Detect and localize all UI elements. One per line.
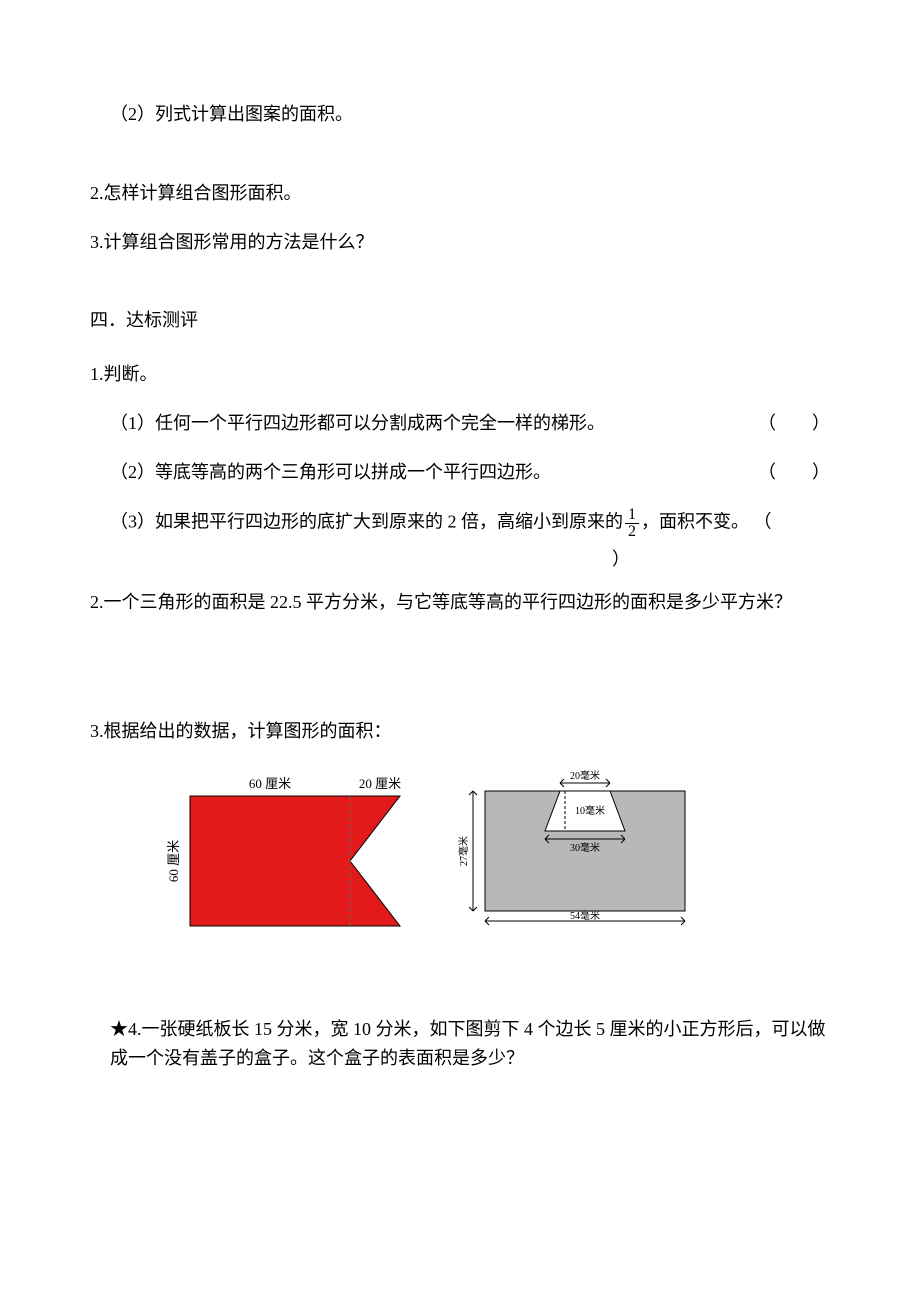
question-2-text: 2.一个三角形的面积是 22.5 平方分米，与它等底等高的平行四边形的面积是多少… bbox=[90, 592, 792, 612]
item-3-text: 3.计算组合图形常用的方法是什么？ bbox=[90, 232, 374, 252]
spacer bbox=[90, 149, 830, 179]
section-4-title-text: 四．达标测评 bbox=[90, 310, 198, 330]
spacer bbox=[90, 955, 830, 1015]
question-1-2-text: （2）等底等高的两个三角形可以拼成一个平行四边形。 bbox=[110, 458, 738, 487]
svg-text:10毫米: 10毫米 bbox=[575, 804, 605, 817]
question-3-text: 3.根据给出的数据，计算图形的面积： bbox=[90, 721, 392, 741]
svg-text:60 厘米: 60 厘米 bbox=[249, 776, 291, 791]
svg-text:20毫米: 20毫米 bbox=[570, 769, 600, 782]
svg-text:30毫米: 30毫米 bbox=[570, 841, 600, 854]
item-2: 2.怎样计算组合图形面积。 bbox=[90, 179, 830, 208]
figure-1-pennant: 60 厘米 20 厘米 60 厘米 bbox=[150, 766, 410, 955]
question-1-3-paren-close: ） bbox=[110, 545, 830, 574]
question-1-text: 1.判断。 bbox=[90, 364, 158, 384]
fraction-num: 1 bbox=[625, 507, 639, 524]
question-1-2-paren: （ ） bbox=[758, 458, 830, 487]
svg-text:54毫米: 54毫米 bbox=[570, 909, 600, 922]
figure-2-svg: 20毫米 30毫米 10毫米 54毫米 27毫米 bbox=[450, 766, 700, 926]
question-2: 2.一个三角形的面积是 22.5 平方分米，与它等底等高的平行四边形的面积是多少… bbox=[90, 588, 830, 617]
question-1-3-line: （3）如果把平行四边形的底扩大到原来的 2 倍，高缩小到原来的12，面积不变。 … bbox=[110, 507, 830, 540]
question-1-2: （2）等底等高的两个三角形可以拼成一个平行四边形。 （ ） bbox=[90, 458, 830, 487]
question-4-text: ★4.一张硬纸板长 15 分米，宽 10 分米，如下图剪下 4 个边长 5 厘米… bbox=[110, 1019, 826, 1068]
section-4-title: 四．达标测评 bbox=[90, 306, 830, 335]
item-2-text: 2.怎样计算组合图形面积。 bbox=[90, 183, 302, 203]
question-3: 3.根据给出的数据，计算图形的面积： bbox=[90, 717, 830, 746]
question-1-3: （3）如果把平行四边形的底扩大到原来的 2 倍，高缩小到原来的12，面积不变。 … bbox=[90, 507, 830, 574]
item-3: 3.计算组合图形常用的方法是什么？ bbox=[90, 228, 830, 257]
figures-row: 60 厘米 20 厘米 60 厘米 20毫米 30毫米 10毫米 54毫米 27毫米 bbox=[90, 766, 830, 955]
question-4: ★4.一张硬纸板长 15 分米，宽 10 分米，如下图剪下 4 个边长 5 厘米… bbox=[90, 1015, 830, 1073]
question-1-1-paren: （ ） bbox=[758, 409, 830, 438]
figure-1-svg: 60 厘米 20 厘米 60 厘米 bbox=[150, 766, 410, 946]
spacer bbox=[90, 637, 830, 717]
svg-text:27毫米: 27毫米 bbox=[457, 836, 470, 866]
fraction-den: 2 bbox=[625, 524, 639, 540]
sub-item-1-2: （2）列式计算出图案的面积。 bbox=[90, 100, 830, 129]
sub-item-1-2-text: （2）列式计算出图案的面积。 bbox=[110, 104, 353, 124]
question-1-3-before: （3）如果把平行四边形的底扩大到原来的 2 倍，高缩小到原来的 bbox=[110, 511, 623, 531]
question-1-1: （1）任何一个平行四边形都可以分割成两个完全一样的梯形。 （ ） bbox=[90, 409, 830, 438]
question-1-1-text: （1）任何一个平行四边形都可以分割成两个完全一样的梯形。 bbox=[110, 409, 738, 438]
question-1-3-after: ，面积不变。 bbox=[641, 511, 749, 531]
question-1-3-paren-open: （ bbox=[754, 511, 772, 531]
figure-2-rect-trap: 20毫米 30毫米 10毫米 54毫米 27毫米 bbox=[450, 766, 700, 955]
svg-text:20 厘米: 20 厘米 bbox=[359, 776, 401, 791]
svg-text:60 厘米: 60 厘米 bbox=[166, 840, 181, 882]
spacer bbox=[90, 276, 830, 306]
fraction-one-half: 12 bbox=[625, 507, 639, 540]
question-1: 1.判断。 bbox=[90, 360, 830, 389]
